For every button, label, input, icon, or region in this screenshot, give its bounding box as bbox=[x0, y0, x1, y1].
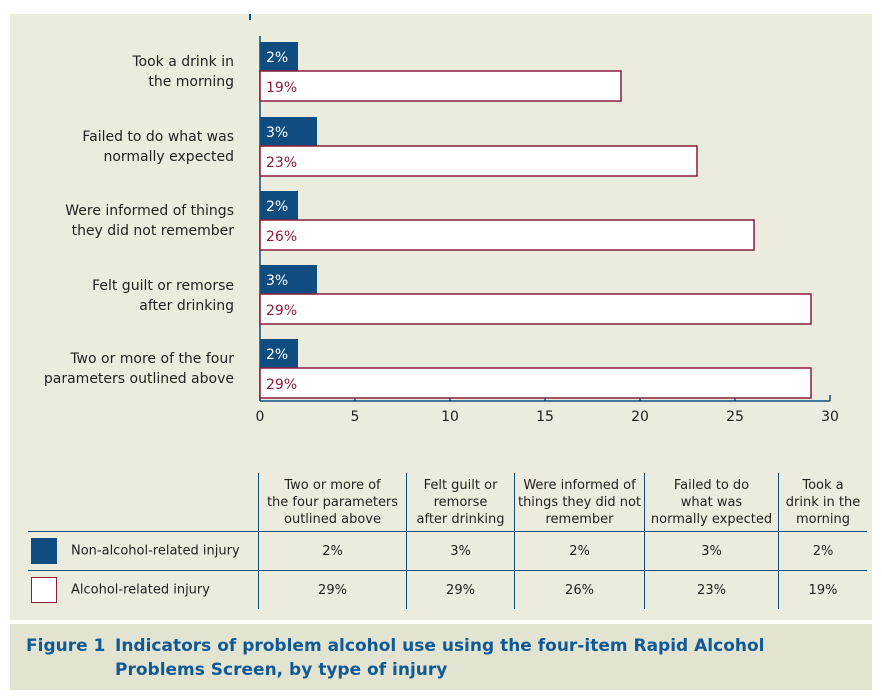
alcohol-data-label: 19% bbox=[266, 80, 297, 96]
series-legend-cell: Alcohol-related injury bbox=[28, 570, 259, 609]
caption-band: Figure 1 Indicators of problem alcohol us… bbox=[10, 624, 872, 690]
non-alcohol-data-label: 2% bbox=[266, 347, 288, 363]
chart-panel: 0 5 10 15 20 25 30 2% 19% 3% 23% 2% 26% 3% 29% 2% 29% To… bbox=[10, 14, 872, 620]
alcohol-data-label: 29% bbox=[266, 303, 297, 319]
non-alcohol-data-label: 2% bbox=[266, 50, 288, 66]
x-tick-label: 25 bbox=[726, 409, 744, 425]
figure-number: Figure 1 bbox=[26, 636, 106, 656]
table-cell: 23% bbox=[644, 570, 779, 609]
non-alcohol-bar bbox=[260, 117, 317, 147]
category-label: Failed to do what was normally expected bbox=[82, 129, 234, 165]
table-cell: 26% bbox=[514, 570, 645, 609]
table-column-header: Failed to do what was normally expected bbox=[644, 473, 779, 532]
table-column-header: Two or more of the four parameters outli… bbox=[258, 473, 407, 532]
x-tick-label: 5 bbox=[351, 409, 360, 425]
table-cell: 29% bbox=[258, 570, 407, 609]
category-label: Took a drink in the morning bbox=[132, 54, 234, 90]
table-cell: 2% bbox=[778, 531, 867, 571]
non-alcohol-swatch bbox=[31, 538, 57, 564]
table-column-header: Took a drink in the morning bbox=[778, 473, 867, 532]
x-tick-label: 0 bbox=[256, 409, 265, 425]
non-alcohol-bar bbox=[260, 265, 317, 295]
alcohol-data-label: 29% bbox=[266, 377, 297, 393]
alcohol-bar bbox=[259, 70, 622, 102]
non-alcohol-bar bbox=[260, 191, 298, 221]
alcohol-bar bbox=[259, 293, 812, 325]
table-cell: 19% bbox=[778, 570, 867, 609]
table-cell: 3% bbox=[406, 531, 515, 571]
category-label: Two or more of the four parameters outli… bbox=[43, 351, 234, 387]
table-cell: 3% bbox=[644, 531, 779, 571]
x-tick-label: 15 bbox=[536, 409, 554, 425]
table-column-header: Felt guilt or remorse after drinking bbox=[406, 473, 515, 532]
table-cell: 29% bbox=[406, 570, 515, 609]
non-alcohol-bar bbox=[260, 339, 298, 369]
alcohol-bar bbox=[259, 367, 812, 399]
x-tick-label: 20 bbox=[631, 409, 649, 425]
table-row: Non-alcohol-related injury 2% 3% 2% 3% 2… bbox=[28, 531, 867, 571]
table-header-row: Two or more of the four parameters outli… bbox=[28, 473, 867, 532]
category-label: Felt guilt or remorse after drinking bbox=[92, 278, 234, 314]
alcohol-swatch bbox=[31, 577, 57, 603]
bar-chart: 0 5 10 15 20 25 30 2% 19% 3% 23% 2% 26% 3% 29% 2% 29% bbox=[249, 14, 839, 425]
alcohol-bar bbox=[259, 145, 698, 177]
category-label: Were informed of things they did not rem… bbox=[65, 203, 234, 239]
x-tick-label: 30 bbox=[821, 409, 839, 425]
figure-caption: Figure 1 Indicators of problem alcohol us… bbox=[26, 634, 846, 682]
table-cell: 2% bbox=[258, 531, 407, 571]
table-column-header: Were informed of things they did not rem… bbox=[514, 473, 645, 532]
non-alcohol-data-label: 3% bbox=[266, 273, 288, 289]
series-label: Non-alcohol-related injury bbox=[71, 543, 240, 559]
series-label: Alcohol-related injury bbox=[71, 582, 210, 598]
series-legend-cell: Non-alcohol-related injury bbox=[28, 531, 259, 571]
alcohol-data-label: 26% bbox=[266, 229, 297, 245]
x-tick-label: 10 bbox=[441, 409, 459, 425]
non-alcohol-bar bbox=[260, 42, 298, 72]
figure-title: Indicators of problem alcohol use using … bbox=[115, 636, 765, 680]
non-alcohol-data-label: 2% bbox=[266, 199, 288, 215]
alcohol-data-label: 23% bbox=[266, 155, 297, 171]
table-row: Alcohol-related injury 29% 29% 26% 23% 1… bbox=[28, 570, 867, 609]
table-cell: 2% bbox=[514, 531, 645, 571]
non-alcohol-data-label: 3% bbox=[266, 125, 288, 141]
data-table: Two or more of the four parameters outli… bbox=[28, 473, 867, 609]
alcohol-bar bbox=[259, 219, 755, 251]
table-corner bbox=[28, 473, 259, 532]
